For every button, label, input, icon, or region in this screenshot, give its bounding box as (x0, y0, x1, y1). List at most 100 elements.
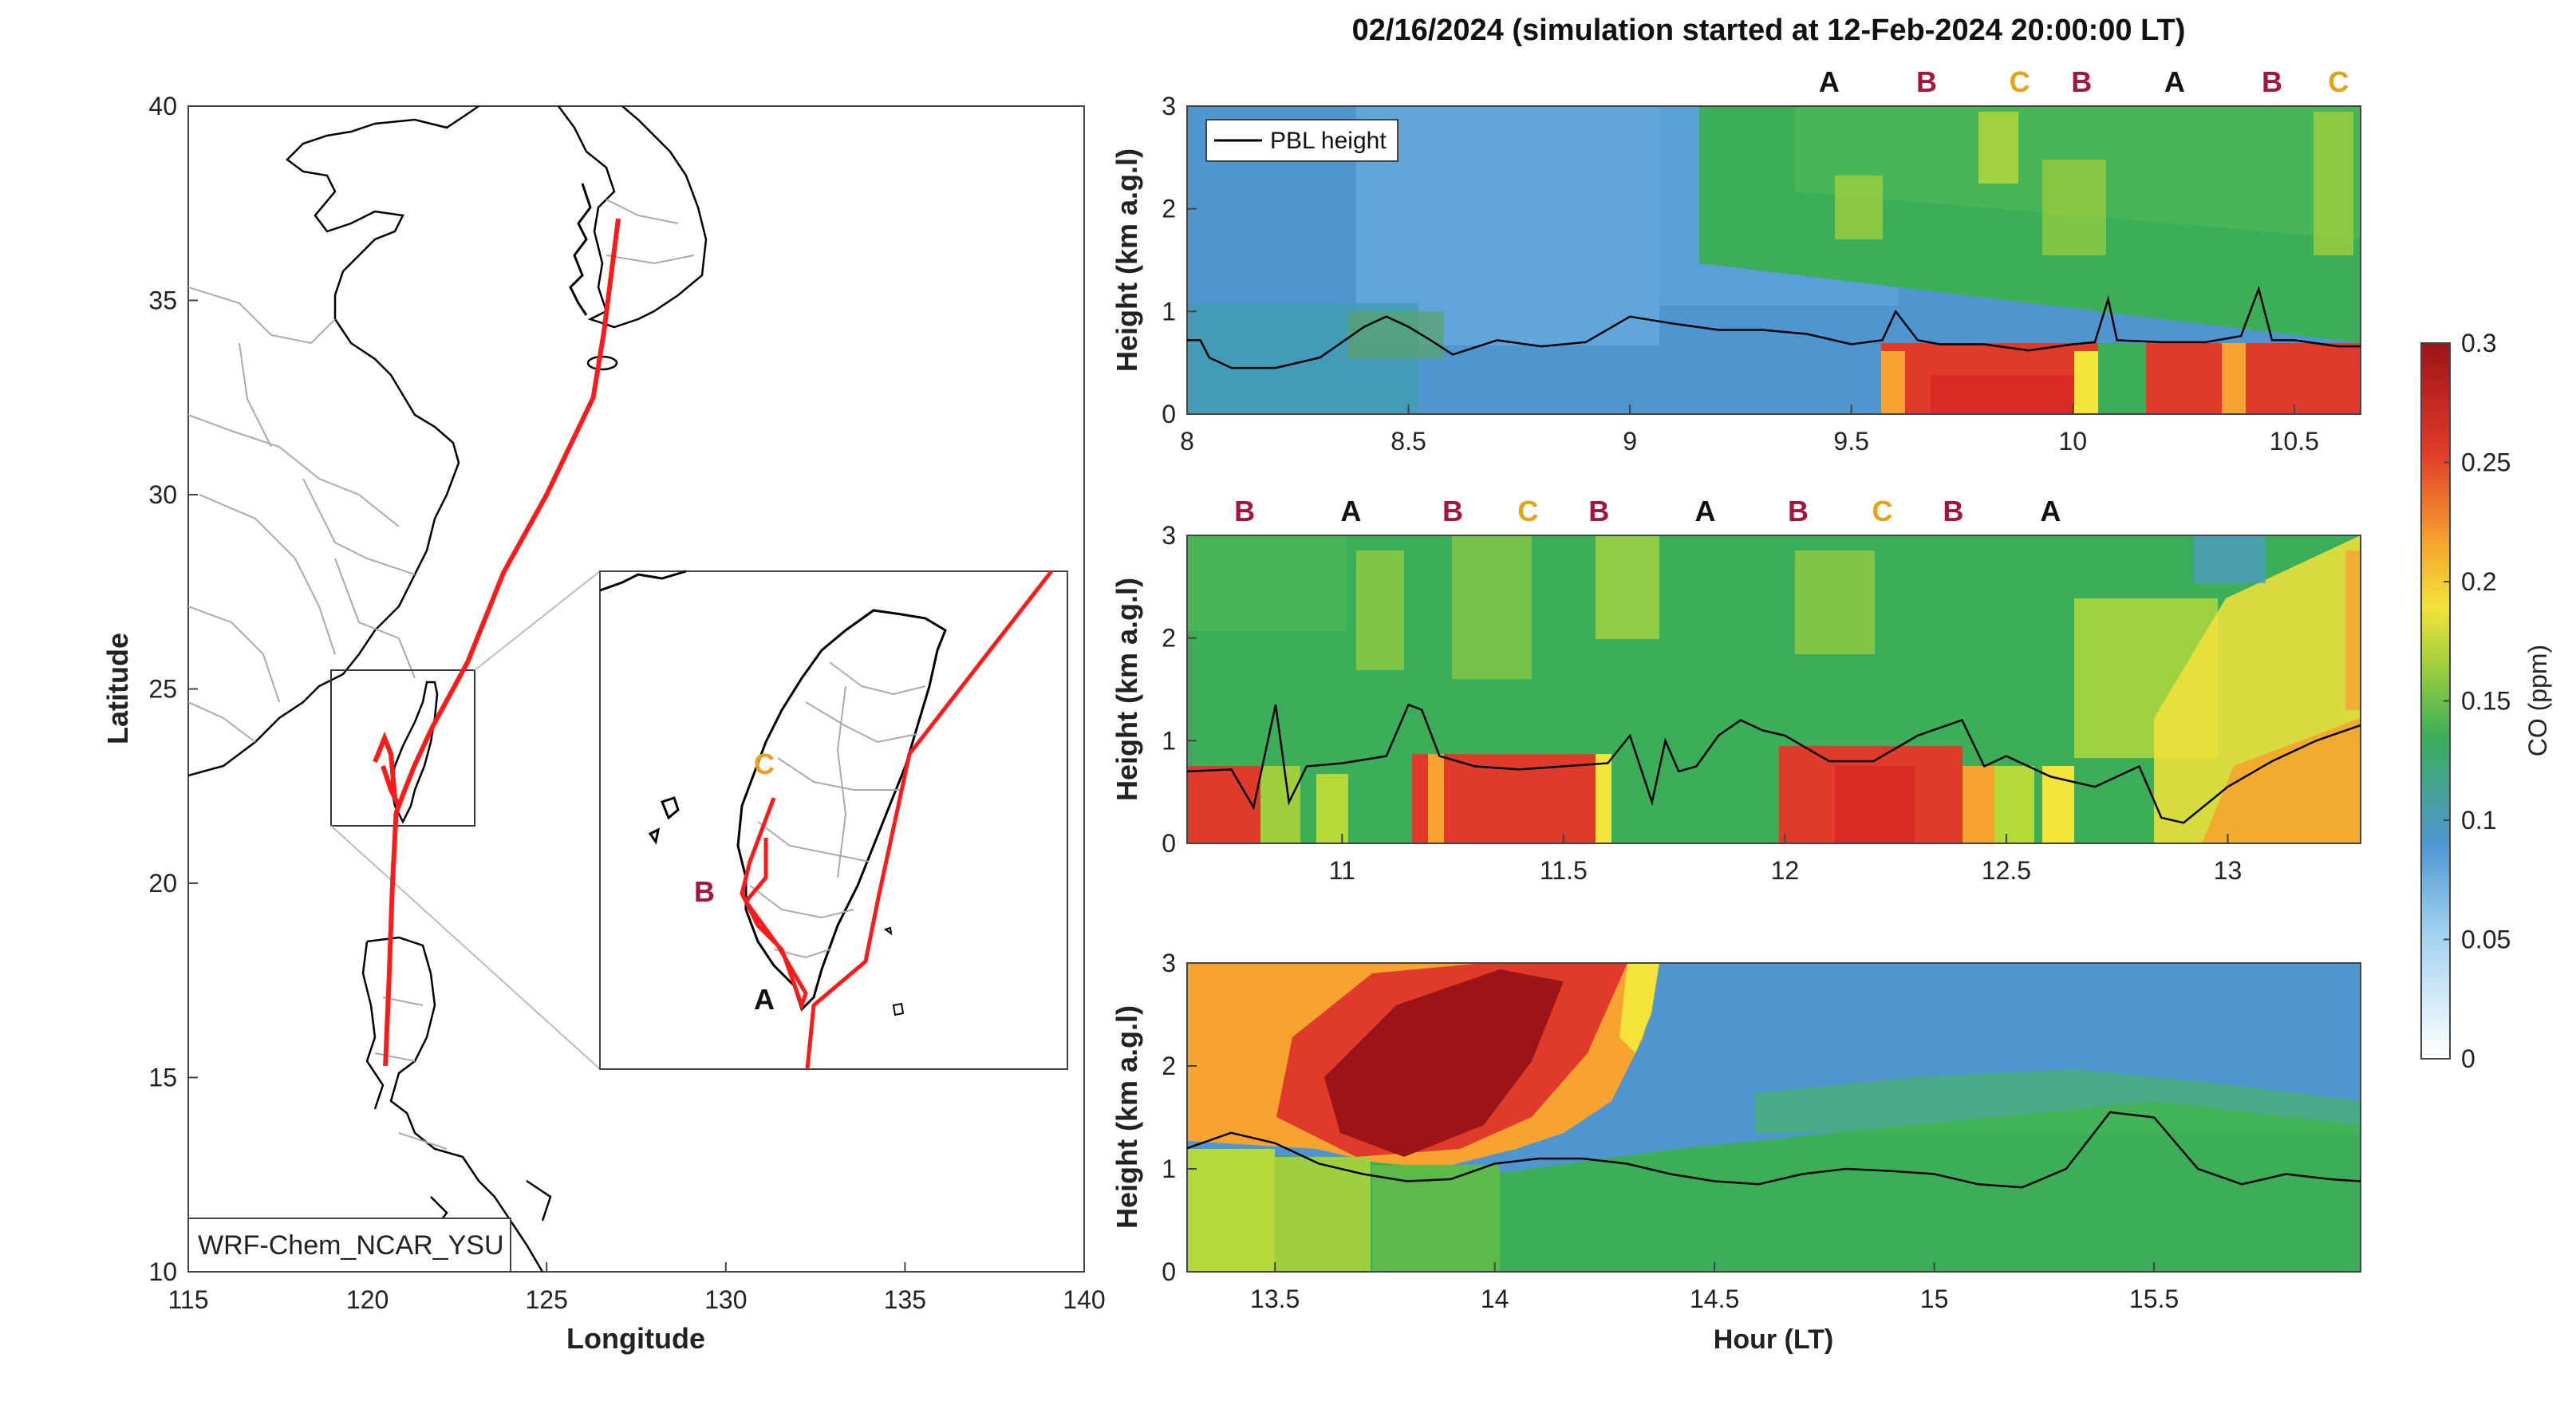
map-x-ticks: 115 120 125 130 135 140 (168, 1262, 1106, 1314)
panel-3-y-label: Height (km a.g.l) (1110, 1005, 1143, 1229)
colorbar-tick-label: 0.1 (2461, 806, 2496, 835)
colorbar-tick-label: 0.3 (2461, 329, 2496, 357)
panel-2-y-label: Height (km a.g.l) (1110, 578, 1143, 801)
y-tick-label: 1 (1162, 1154, 1176, 1183)
x-tick-label: 12.5 (1982, 856, 2031, 885)
legend-label: PBL height (1270, 128, 1387, 154)
panel-3-frame (1186, 962, 2361, 1273)
map-y-ticks: 10 15 20 25 30 35 40 (148, 92, 198, 1286)
trajectory-marker-a: A (1340, 495, 1361, 527)
map-geography (188, 106, 708, 1272)
x-tick-label: 15 (1920, 1285, 1949, 1313)
y-tick-label: 2 (1162, 624, 1176, 653)
inset-label-c: C (754, 748, 775, 780)
panel-1-y-ticks: 0 1 2 3 (1162, 92, 1197, 428)
panel-3-y-ticks: 0 1 2 3 (1162, 949, 1197, 1286)
trajectory-marker-b: B (1234, 495, 1255, 527)
trajectory-marker-b: B (2071, 65, 2092, 98)
zoom-connector-top (474, 570, 601, 671)
x-tick-label: 8 (1180, 427, 1194, 456)
panel-1-field (1187, 106, 2361, 414)
map-x-label: Longitude (566, 1322, 705, 1355)
zoom-box (330, 669, 475, 827)
colorbar-label: CO (ppm) (2523, 645, 2552, 756)
colorbar-tick-label: 0 (2461, 1044, 2475, 1073)
trajectory-marker-b: B (1442, 495, 1463, 527)
map-y-tick-label: 30 (148, 480, 177, 509)
trajectory-marker-b: B (1943, 495, 1963, 527)
inset-china-coast (599, 570, 687, 592)
panel-3-x-ticks: 13.5 14 14.5 15 15.5 (1250, 1262, 2179, 1313)
trajectory-marker-b: B (1916, 65, 1937, 98)
x-tick-label: 8.5 (1391, 427, 1426, 456)
trajectory-marker-a: A (1819, 65, 1840, 98)
map-y-tick-label: 15 (148, 1064, 177, 1092)
x-tick-label: 15.5 (2129, 1285, 2179, 1313)
panel-1-legend: PBL height (1205, 119, 1398, 162)
y-tick-label: 0 (1162, 1257, 1176, 1286)
y-tick-label: 3 (1162, 521, 1176, 550)
map-x-tick-label: 120 (346, 1285, 389, 1314)
province-borders (188, 199, 695, 1150)
map-panel: 115 120 125 130 135 140 10 15 20 25 30 35 40 Longit… (101, 92, 1106, 1355)
map-x-tick-label: 125 (526, 1285, 568, 1314)
panel-1-x-ticks: 8 8.5 9 9.5 10 10.5 (1180, 405, 2319, 456)
map-y-tick-label: 10 (148, 1257, 177, 1286)
colorbar: 0 0.05 0.1 0.15 0.2 0.25 0.3 CO (ppm) (2420, 329, 2552, 1073)
map-y-label: Latitude (101, 633, 134, 744)
inset-label-b: B (694, 875, 715, 908)
x-tick-label: 10 (2058, 427, 2087, 456)
x-tick-label: 10.5 (2270, 427, 2319, 456)
trajectory-marker-a: A (1694, 495, 1715, 527)
map-y-tick-label: 25 (148, 675, 177, 704)
panel-1: 8 8.5 9 9.5 10 10.5 0 1 2 3 A B C B A B C Height (km a… (1110, 65, 2361, 456)
x-tick-label: 14 (1481, 1285, 1509, 1313)
luzon-coastline (361, 936, 544, 1272)
x-tick-label: 9.5 (1833, 427, 1868, 456)
trajectory-marker-c: C (2010, 65, 2030, 98)
panel-3-pbl-line (1187, 1111, 2361, 1189)
trajectory-marker-c: C (2328, 65, 2349, 98)
y-tick-label: 1 (1162, 726, 1176, 755)
panel-2-frame (1186, 535, 2361, 844)
map-x-tick-label: 140 (1063, 1285, 1105, 1314)
x-tick-label: 14.5 (1690, 1285, 1739, 1313)
trajectory-marker-b: B (1788, 495, 1809, 527)
panel-2-pbl-line (1187, 703, 2361, 824)
map-y-tick-label: 35 (148, 286, 177, 315)
panel-2-field (1187, 535, 2361, 843)
trajectory-marker-a: A (2164, 65, 2185, 98)
y-tick-label: 1 (1162, 297, 1176, 326)
x-tick-label: 11.5 (1540, 856, 1588, 885)
colorbar-tick-label: 0.15 (2461, 687, 2511, 716)
panel-3-x-label: Hour (LT) (1714, 1324, 1833, 1355)
trajectory-marker-b: B (2262, 65, 2282, 98)
y-tick-label: 0 (1162, 400, 1176, 428)
model-label: WRF-Chem_NCAR_YSU (198, 1230, 504, 1261)
map-x-tick-label: 115 (168, 1285, 208, 1314)
trajectory-marker-c: C (1872, 495, 1892, 527)
panel-1-y-label: Height (km a.g.l) (1110, 148, 1143, 372)
map-x-tick-label: 130 (704, 1285, 747, 1314)
taiwan-inset: C B A (599, 570, 1068, 1070)
colorbar-ticks: 0 0.05 0.1 0.15 0.2 0.25 0.3 (2444, 329, 2511, 1073)
panel-1-pbl-line (1187, 285, 2361, 369)
colorbar-tick-label: 0.05 (2461, 926, 2511, 954)
panel-2-y-ticks: 0 1 2 3 (1162, 521, 1197, 858)
map-x-tick-label: 135 (884, 1285, 926, 1314)
y-tick-label: 3 (1162, 949, 1176, 977)
taiwan-coastline (389, 681, 439, 824)
korea-coastline (557, 106, 708, 329)
map-y-tick-label: 40 (148, 92, 177, 120)
inset-islands (883, 926, 905, 1016)
inset-penghu (648, 796, 680, 845)
model-label-box (187, 1218, 511, 1273)
panel-3-field (1187, 963, 2361, 1272)
inset-trajectory-east (805, 570, 1053, 1070)
zoom-connector-bottom (330, 825, 601, 1070)
trajectory-branch-line (373, 731, 401, 807)
